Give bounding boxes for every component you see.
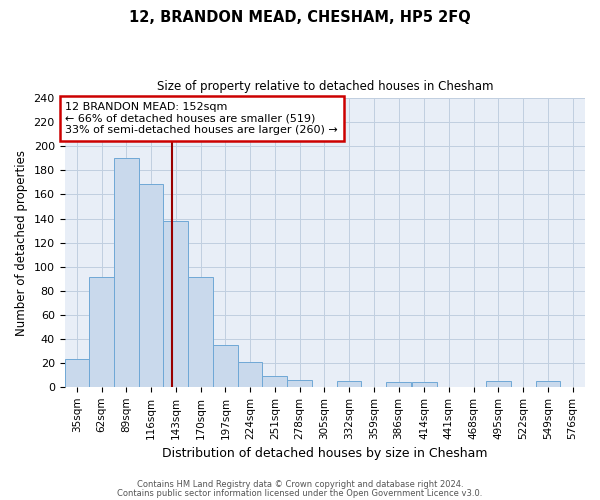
- Bar: [139, 184, 163, 387]
- Y-axis label: Number of detached properties: Number of detached properties: [15, 150, 28, 336]
- Bar: [386, 382, 411, 387]
- Bar: [89, 278, 114, 387]
- Bar: [65, 359, 89, 387]
- Bar: [337, 381, 361, 387]
- Title: Size of property relative to detached houses in Chesham: Size of property relative to detached ho…: [157, 80, 493, 93]
- Bar: [412, 382, 437, 387]
- Bar: [114, 158, 139, 387]
- Bar: [536, 381, 560, 387]
- Bar: [262, 376, 287, 387]
- Bar: [213, 344, 238, 387]
- Bar: [238, 362, 262, 387]
- Bar: [188, 278, 213, 387]
- X-axis label: Distribution of detached houses by size in Chesham: Distribution of detached houses by size …: [162, 447, 488, 460]
- Bar: [486, 381, 511, 387]
- Text: 12 BRANDON MEAD: 152sqm
← 66% of detached houses are smaller (519)
33% of semi-d: 12 BRANDON MEAD: 152sqm ← 66% of detache…: [65, 102, 338, 135]
- Text: Contains HM Land Registry data © Crown copyright and database right 2024.: Contains HM Land Registry data © Crown c…: [137, 480, 463, 489]
- Text: 12, BRANDON MEAD, CHESHAM, HP5 2FQ: 12, BRANDON MEAD, CHESHAM, HP5 2FQ: [129, 10, 471, 25]
- Text: Contains public sector information licensed under the Open Government Licence v3: Contains public sector information licen…: [118, 490, 482, 498]
- Bar: [287, 380, 312, 387]
- Bar: [163, 221, 188, 387]
